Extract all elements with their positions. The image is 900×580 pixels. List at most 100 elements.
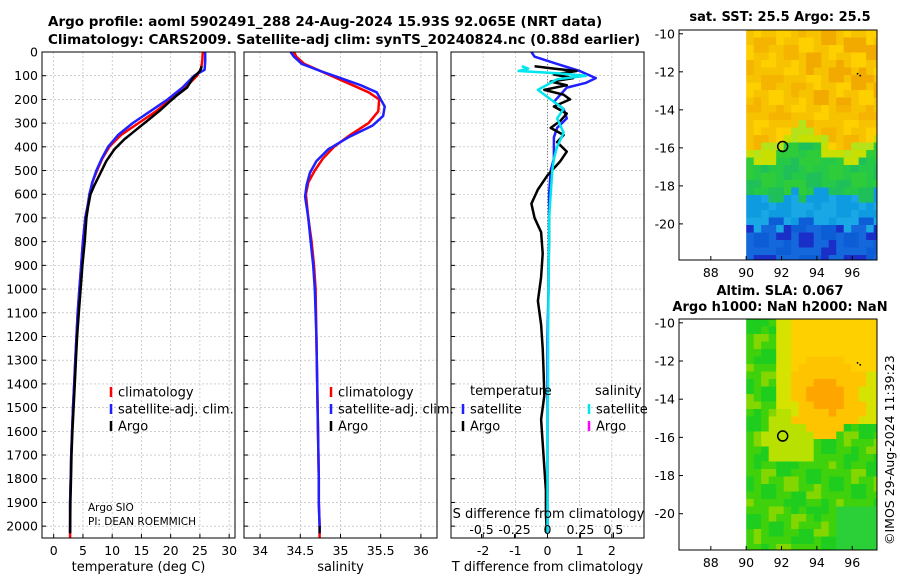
map-pixel — [858, 431, 867, 440]
map-pixel — [798, 45, 807, 53]
map-pixel — [851, 52, 859, 61]
map-pixel — [836, 247, 844, 256]
map-pixel — [813, 127, 822, 136]
map-pixel — [753, 60, 762, 68]
map-pixel — [776, 401, 784, 410]
map-pixel — [821, 409, 829, 417]
map-pixel — [821, 364, 829, 372]
series-line — [530, 64, 578, 534]
x-tick-label: 2 — [608, 543, 616, 558]
map-pixel — [791, 334, 799, 342]
map-pixel — [866, 409, 874, 417]
map-pixel — [866, 379, 874, 387]
map-pixel — [821, 521, 829, 530]
map-pixel — [806, 105, 814, 113]
map-pixel — [798, 105, 807, 113]
map-pixel — [798, 454, 807, 462]
map-pixel — [836, 326, 844, 335]
map-pixel — [753, 255, 762, 260]
map-pixel — [783, 334, 792, 342]
map-y-tick-label: -14 — [655, 392, 675, 407]
map-pixel — [753, 75, 762, 83]
map-pixel — [836, 240, 844, 248]
map-pixel — [798, 394, 807, 402]
map-pixel — [798, 364, 807, 372]
map-pixel — [843, 356, 852, 365]
map-pixel — [783, 150, 792, 158]
map-pixel — [843, 491, 852, 500]
map-pixel — [746, 461, 754, 470]
map-pixel — [858, 319, 867, 327]
map-pixel — [783, 544, 792, 550]
map-pixel — [791, 90, 799, 98]
map-pixel — [806, 431, 814, 440]
map-pixel — [843, 379, 852, 387]
map-pixel — [873, 210, 877, 218]
map-pixel — [821, 112, 829, 121]
map-pixel — [761, 30, 769, 38]
map-pixel — [761, 409, 769, 417]
map-pixel — [806, 187, 814, 196]
map-pixel — [836, 319, 844, 327]
map-x-tick-label: 88 — [703, 555, 719, 570]
map-pixel — [828, 105, 837, 113]
map-pixel — [791, 60, 799, 68]
map-pixel — [813, 439, 822, 447]
map-pixel — [873, 536, 877, 545]
map-pixel — [746, 529, 754, 537]
map-pixel — [768, 165, 777, 173]
map-pixel — [761, 60, 769, 68]
map-pixel — [851, 529, 859, 537]
map-pixel — [791, 157, 799, 166]
map-pixel — [866, 514, 874, 522]
map-pixel — [746, 97, 754, 106]
map-pixel — [821, 202, 829, 211]
map-pixel — [806, 37, 814, 46]
map-pixel — [776, 409, 784, 417]
map-pixel — [746, 247, 754, 256]
map-pixel — [873, 180, 877, 188]
map-pixel — [768, 499, 777, 507]
map-pixel — [836, 529, 844, 537]
map-pixel — [761, 476, 769, 485]
map-pixel — [843, 469, 852, 477]
map-pixel — [858, 225, 867, 233]
map-pixel — [761, 499, 769, 507]
map-pixel — [746, 217, 754, 226]
map-pixel — [783, 446, 792, 455]
map-pixel — [746, 454, 754, 462]
sla-map-pixels — [746, 319, 877, 550]
map-pixel — [821, 217, 829, 226]
y-tick-label: 2000 — [6, 519, 38, 534]
map-pixel — [873, 319, 877, 327]
map-pixel — [873, 255, 877, 260]
map-pixel — [746, 52, 754, 61]
salinity-axis-label: S difference from climatology — [453, 507, 645, 522]
map-pixel — [821, 514, 829, 522]
map-pixel — [783, 187, 792, 196]
map-pixel — [798, 232, 807, 241]
argo-float-marker — [776, 430, 789, 442]
map-pixel — [806, 142, 814, 151]
map-pixel — [821, 195, 829, 203]
map-pixel — [791, 82, 799, 91]
map-pixel — [746, 187, 754, 196]
y-tick-label: 900 — [14, 258, 38, 273]
x-tick-label: 34 — [252, 543, 268, 558]
map-pixel — [746, 476, 754, 485]
map-pixel — [753, 217, 762, 226]
map-pixel — [768, 180, 777, 188]
map-pixel — [761, 90, 769, 98]
map-pixel — [746, 506, 754, 515]
map-pixel — [783, 37, 792, 46]
map-pixel — [753, 431, 762, 440]
map-pixel — [746, 150, 754, 158]
map-pixel — [821, 90, 829, 98]
map-pixel — [843, 476, 852, 485]
map-pixel — [851, 127, 859, 136]
sst-map-title: sat. SST: 25.5 Argo: 25.5 — [689, 10, 871, 25]
map-pixel — [806, 326, 814, 335]
map-pixel — [806, 394, 814, 402]
map-pixel — [836, 127, 844, 136]
map-pixel — [776, 202, 784, 211]
